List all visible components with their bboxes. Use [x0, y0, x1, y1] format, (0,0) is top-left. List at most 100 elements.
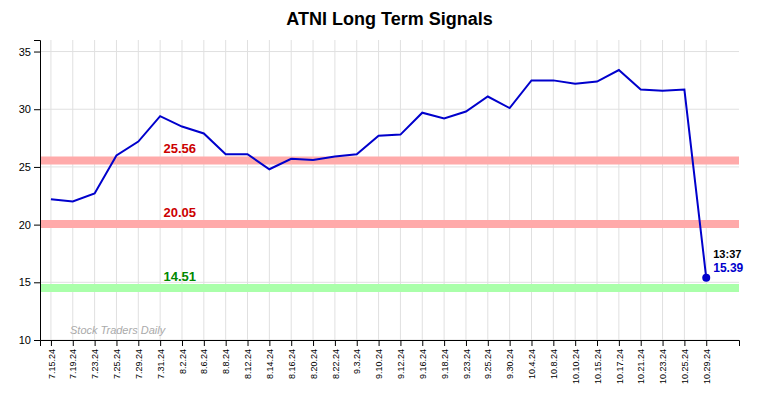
tick-mark [619, 340, 620, 346]
watermark: Stock Traders Daily [70, 324, 167, 336]
tick-label: 10.4.24 [527, 349, 537, 379]
tick-label: 10.17.24 [615, 349, 625, 384]
tick-mark [204, 340, 205, 346]
plot-area [40, 70, 739, 288]
tick-label: 9.25.24 [483, 349, 493, 379]
grid-line [40, 166, 739, 167]
grid-line [618, 40, 619, 340]
x-tick: 9.25.24 [483, 340, 493, 379]
x-tick: 10.17.24 [615, 340, 625, 384]
grid-line [50, 40, 51, 340]
tick-label: 7.15.24 [47, 349, 57, 379]
grid-line [465, 40, 466, 340]
tick-label: 30 [19, 103, 31, 115]
grid-line [334, 40, 335, 340]
y-tick: 35 [19, 46, 40, 58]
x-tick: 8.14.24 [265, 340, 275, 379]
grid-line [509, 40, 510, 340]
grid-line [247, 40, 248, 340]
grid-line [40, 51, 739, 52]
x-tick: 8.16.24 [287, 340, 297, 379]
tick-mark [335, 340, 336, 346]
tick-mark [34, 109, 40, 110]
x-tick: 9.30.24 [505, 340, 515, 379]
line [51, 70, 706, 278]
annotations: 25.5620.0514.5113:3715.39Stock Traders D… [70, 141, 744, 336]
grid-line [684, 40, 685, 340]
grid-line [575, 40, 576, 340]
tick-mark [510, 340, 511, 346]
tick-mark [444, 340, 445, 346]
x-tick: 10.25.24 [680, 340, 690, 384]
tick-label: 9.12.24 [396, 349, 406, 379]
tick-mark [34, 282, 40, 283]
x-tick: 10.4.24 [527, 340, 537, 379]
y-tick: 25 [19, 161, 40, 173]
tick-label: 7.31.24 [156, 349, 166, 379]
grid-line [203, 40, 204, 340]
tick-label: 9.10.24 [374, 349, 384, 379]
tick-mark [466, 340, 467, 346]
x-axis: 7.15.24 7.19.24 7.23.24 7.25.24 7.29.24 7.31.… [41, 340, 740, 384]
grid-line [72, 40, 73, 340]
x-tick: 10.10.24 [571, 340, 581, 384]
x-tick: 9.16.24 [418, 340, 428, 379]
x-tick: 7.25.24 [112, 340, 122, 379]
grid-line [487, 40, 488, 340]
tick-mark [51, 340, 52, 346]
tick-label: 9.3.24 [352, 349, 362, 374]
tick-mark [641, 340, 642, 346]
tick-label: 8.12.24 [243, 349, 253, 379]
tick-mark [531, 340, 532, 346]
tick-mark [663, 340, 664, 346]
grid-line [291, 40, 292, 340]
grid-line [181, 40, 182, 340]
tick-label: 8.22.24 [331, 349, 341, 379]
tick-label: 10.10.24 [571, 349, 581, 384]
tick-label: 7.23.24 [90, 349, 100, 379]
tick-label: 9.18.24 [440, 349, 450, 379]
x-tick: 10.23.24 [658, 340, 668, 384]
grid-line [444, 40, 445, 340]
tick-label: 7.25.24 [112, 349, 122, 379]
tick-label: 15 [19, 276, 31, 288]
x-tick: 9.3.24 [352, 340, 362, 374]
grid-line [269, 40, 270, 340]
axis-line [34, 41, 41, 341]
x-tick: 9.18.24 [440, 340, 450, 379]
reference-line [40, 284, 739, 292]
tick-label: 10.15.24 [593, 349, 603, 384]
annotation: 15.39 [713, 261, 743, 275]
tick-label: 7.29.24 [134, 349, 144, 379]
tick-label: 8.14.24 [265, 349, 275, 379]
grid-line [225, 40, 226, 340]
tick-label: 10 [19, 334, 31, 346]
tick-mark [597, 340, 598, 346]
x-tick: 9.23.24 [462, 340, 472, 379]
reference-label: 14.51 [164, 269, 197, 284]
grid-line [138, 40, 139, 340]
tick-mark [95, 340, 96, 346]
tick-mark [422, 340, 423, 346]
grid-line [313, 40, 314, 340]
tick-mark [226, 340, 227, 346]
chart: 1015202530357.15.247.19.247.23.247.25.24… [0, 0, 784, 398]
reference-label: 25.56 [164, 141, 197, 156]
tick-label: 10.29.24 [702, 349, 712, 384]
x-tick: 10.8.24 [549, 340, 559, 379]
x-tick: 8.2.24 [178, 340, 188, 374]
annotation: 13:37 [713, 248, 741, 260]
y-tick: 30 [19, 103, 40, 115]
grid-line [40, 282, 739, 283]
tick-mark [291, 340, 292, 346]
grid-line [160, 40, 161, 340]
tick-mark [34, 340, 40, 341]
grid-line [531, 40, 532, 340]
title: ATNI Long Term Signals [286, 9, 492, 29]
tick-mark [34, 225, 40, 226]
x-tick: 8.22.24 [331, 340, 341, 379]
tick-mark [116, 340, 117, 346]
grid-line [356, 40, 357, 340]
tick-mark [34, 167, 40, 168]
tick-label: 7.19.24 [68, 349, 78, 379]
